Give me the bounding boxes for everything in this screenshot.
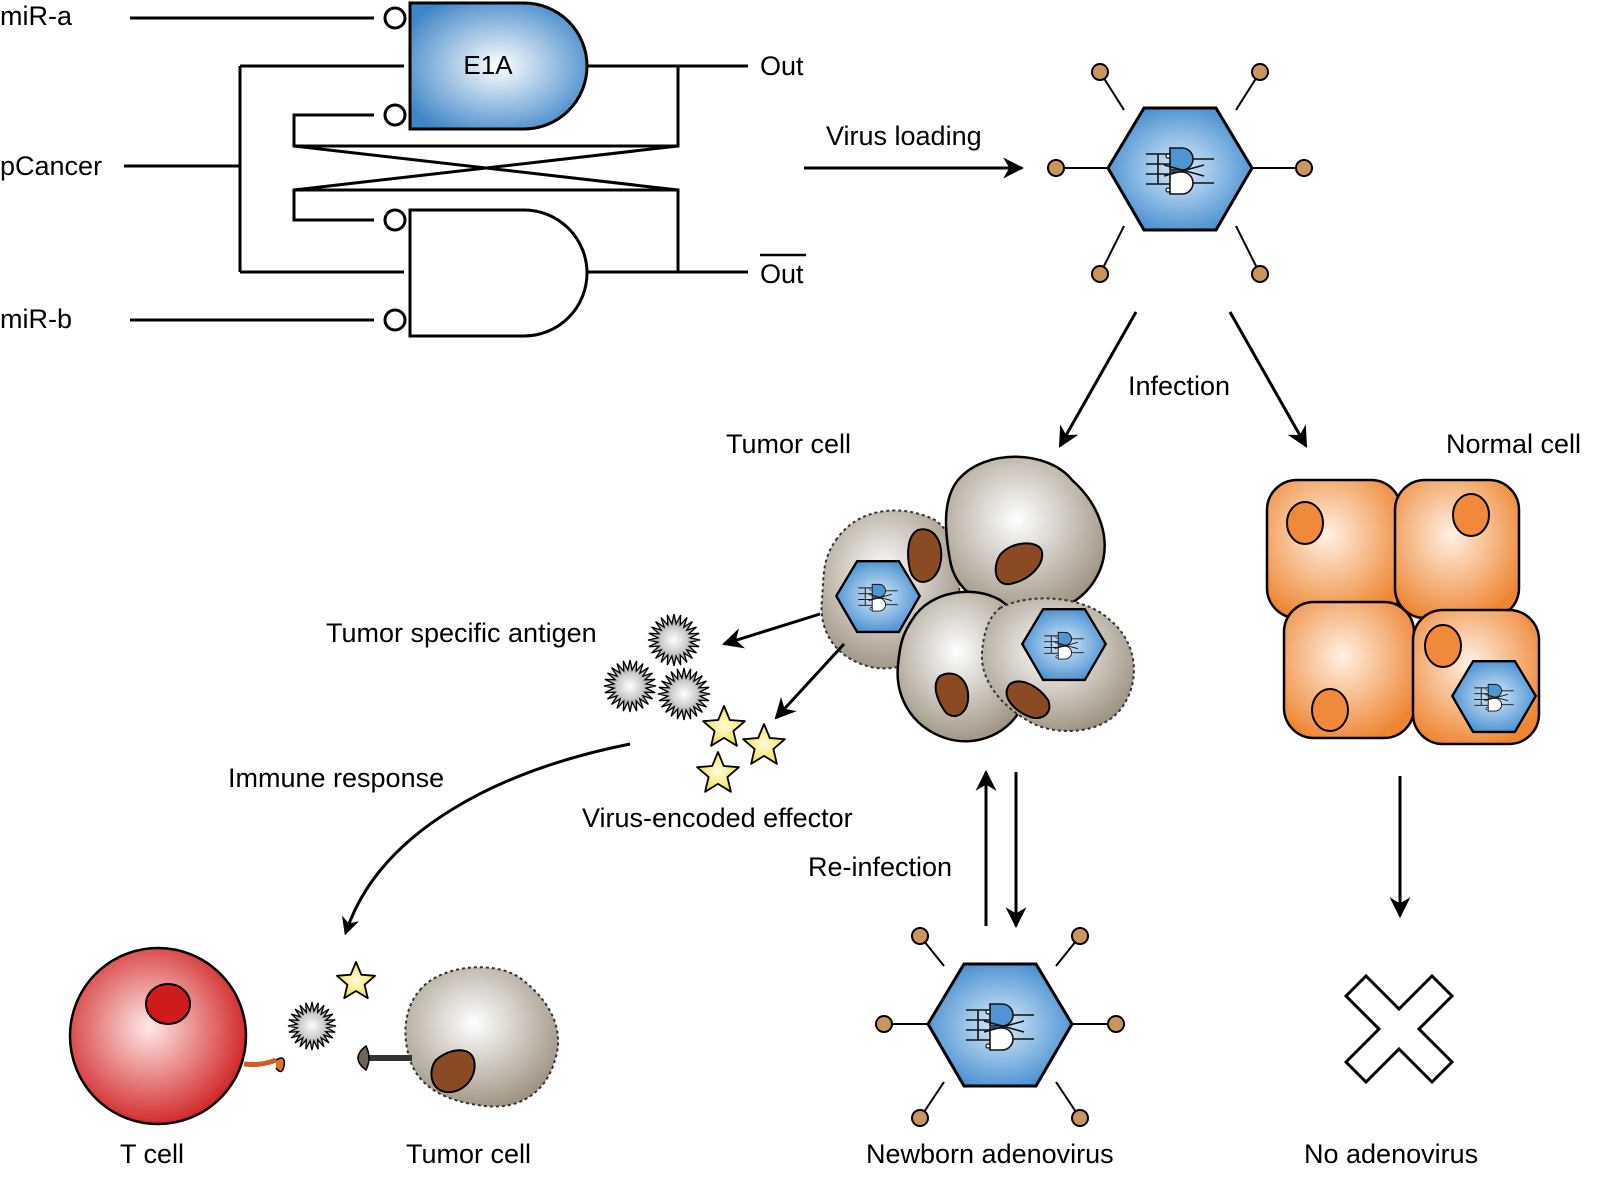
- antigen-release-arrow: [721, 612, 821, 649]
- normal-cell-1: [1265, 478, 1403, 620]
- label-out: Out: [760, 51, 804, 81]
- e1a-and-gate: [408, 1, 589, 131]
- immune-antigen-star: [287, 961, 376, 1051]
- t-cell: [68, 946, 286, 1126]
- antigen-particle: [647, 613, 701, 667]
- label-no-adenovirus: No adenovirus: [1304, 1139, 1478, 1169]
- inverter-bubble-mir-a: [383, 6, 407, 30]
- effector-stars: [696, 705, 786, 793]
- effector-star: [696, 751, 740, 793]
- effector-release-arrow: [774, 642, 846, 720]
- inverter-bubble-feedback-bottom: [383, 208, 407, 232]
- adenovirus-top: [1047, 63, 1313, 283]
- logic-circuit: [124, 1, 806, 338]
- wire-pcancer-bus: [238, 64, 404, 274]
- label-normal-cell: Normal cell: [1446, 429, 1581, 459]
- label-re-infection: Re-infection: [808, 852, 952, 882]
- tumor-cell-cluster: [820, 455, 1135, 743]
- label-out-bar: Out: [760, 259, 804, 289]
- infection-arrow-normal: [1228, 311, 1308, 448]
- antigen-particle: [603, 659, 657, 713]
- label-mir-a: miR-a: [0, 1, 73, 31]
- effector-star: [742, 723, 786, 765]
- inverter-bubble-mir-b: [383, 308, 407, 332]
- immune-response-arrow: [342, 742, 631, 936]
- label-pcancer: pCancer: [0, 151, 102, 181]
- effector-star: [702, 705, 746, 747]
- normal-cell-3: [1282, 600, 1416, 740]
- infection-arrow-tumor: [1058, 311, 1138, 448]
- label-newborn-adenovirus: Newborn adenovirus: [866, 1139, 1114, 1169]
- tumor-cell-bottom: [357, 966, 560, 1108]
- label-tumor-cell-bottom: Tumor cell: [406, 1139, 531, 1169]
- label-e1a: E1A: [463, 50, 513, 80]
- effector-star: [336, 961, 376, 1000]
- label-infection: Infection: [1128, 371, 1230, 401]
- label-virus-encoded-effector: Virus-encoded effector: [582, 803, 853, 833]
- tumor-cell-intact-top: [944, 455, 1106, 615]
- wire-cross-2: [293, 144, 679, 192]
- inverter-bubble-feedback-top: [383, 103, 407, 127]
- antigen-particles: [603, 613, 711, 721]
- label-virus-loading: Virus loading: [826, 121, 982, 151]
- label-tumor-specific-antigen: Tumor specific antigen: [326, 618, 597, 648]
- bottom-and-gate: [408, 208, 589, 338]
- label-tumor-cell-top: Tumor cell: [726, 429, 851, 459]
- label-t-cell: T cell: [120, 1139, 184, 1169]
- normal-cell-cluster: [1265, 478, 1541, 746]
- no-virus-cross-icon: [1343, 973, 1455, 1085]
- label-immune-response: Immune response: [228, 763, 444, 793]
- antigen-particle: [287, 1001, 337, 1051]
- label-mir-b: miR-b: [0, 304, 72, 334]
- antigen-particle: [657, 667, 711, 721]
- adenovirus-newborn: [875, 927, 1125, 1127]
